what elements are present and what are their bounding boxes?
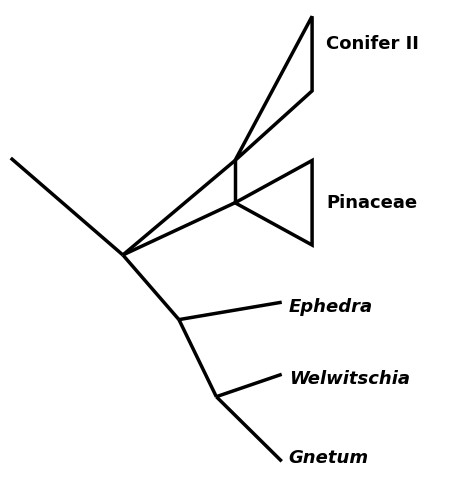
Text: Ephedra: Ephedra bbox=[289, 298, 373, 316]
Text: Conifer II: Conifer II bbox=[326, 34, 419, 52]
Text: Pinaceae: Pinaceae bbox=[326, 194, 417, 212]
Text: Gnetum: Gnetum bbox=[289, 449, 369, 467]
Text: Welwitschia: Welwitschia bbox=[289, 370, 410, 388]
